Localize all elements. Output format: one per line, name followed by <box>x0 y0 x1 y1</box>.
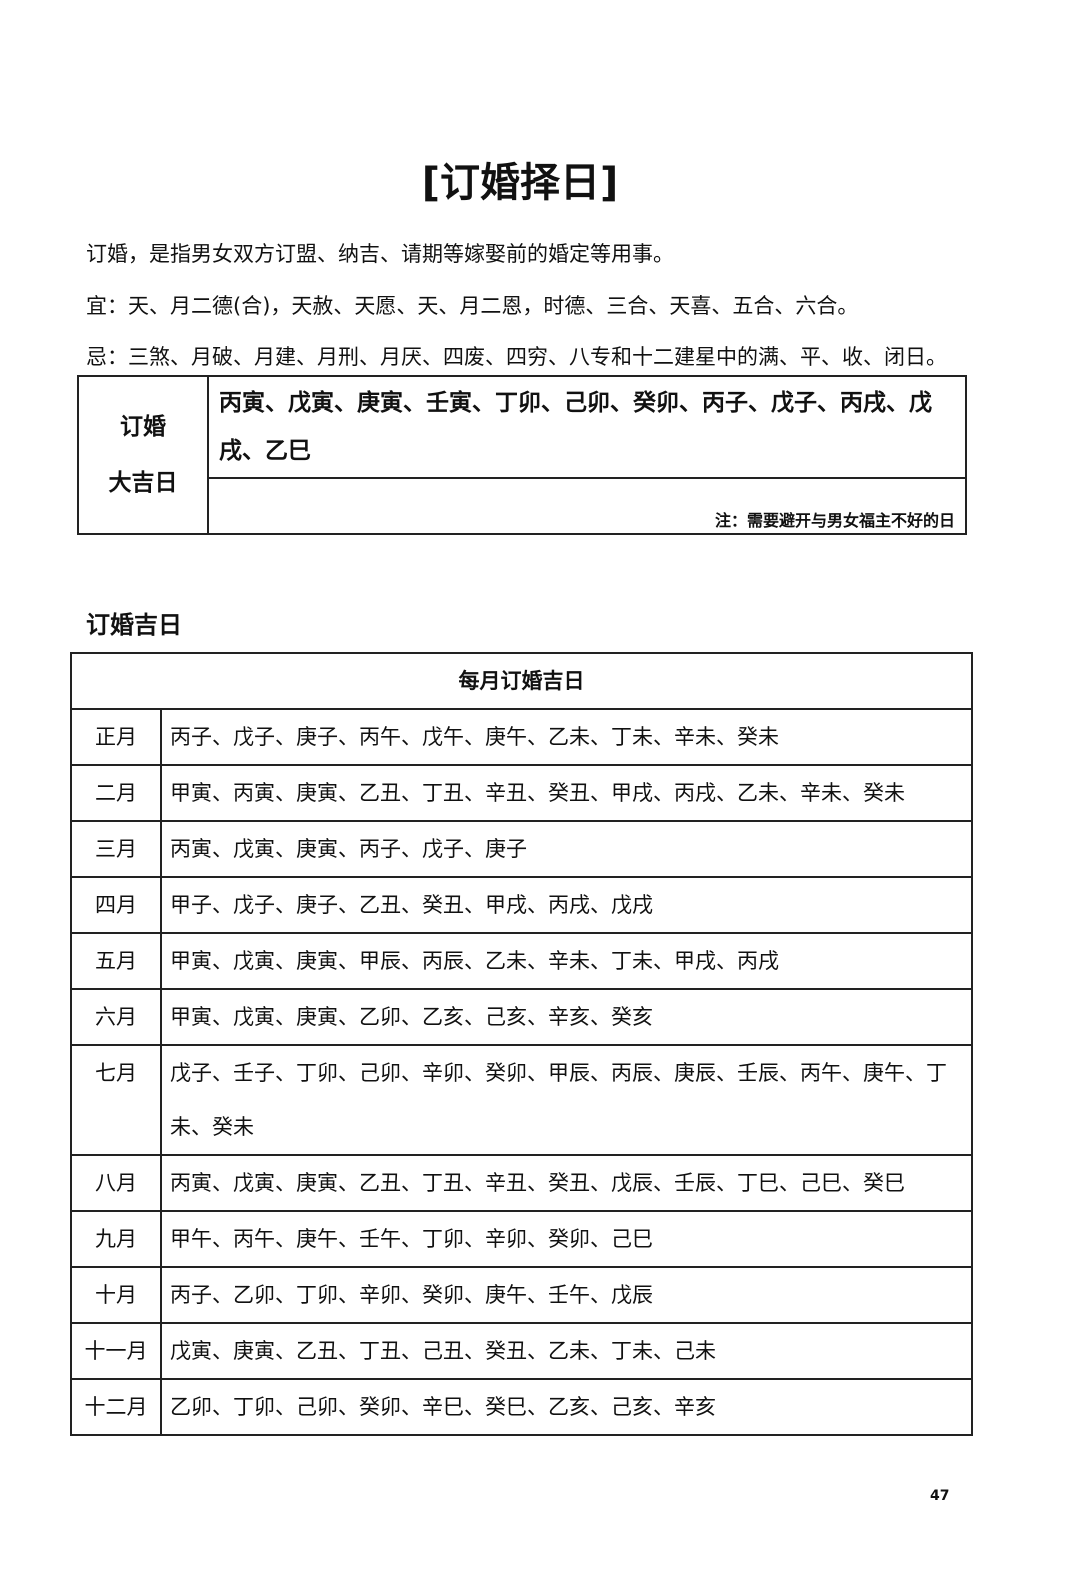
page-number: 47 <box>930 1488 950 1504</box>
month-cell: 十一月 <box>70 1322 162 1380</box>
month-cell: 九月 <box>70 1210 162 1268</box>
box-label-line: 订婚 <box>120 414 166 440</box>
month-cell: 正月 <box>70 708 162 766</box>
intro-line: 忌：三煞、月破、月建、月刑、月厌、四废、四穷、八专和十二建星中的满、平、收、闭日… <box>86 345 947 369</box>
days-cell: 甲寅、戊寅、庚寅、甲辰、丙辰、乙未、辛未、丁未、甲戌、丙戌 <box>160 932 973 990</box>
table-row: 六月 甲寅、戊寅、庚寅、乙卯、乙亥、己亥、辛亥、癸亥 <box>70 988 973 1046</box>
table-row: 四月 甲子、戊子、庚子、乙丑、癸丑、甲戌、丙戌、戊戌 <box>70 876 973 934</box>
intro-line: 宜：天、月二德(合)，天赦、天愿、天、月二恩，时德、三合、天喜、五合、六合。 <box>86 294 859 318</box>
days-cell: 丙子、戊子、庚子、丙午、戊午、庚午、乙未、丁未、辛未、癸未 <box>160 708 973 766</box>
days-cell: 甲寅、丙寅、庚寅、乙丑、丁丑、辛丑、癸丑、甲戌、丙戌、乙未、辛未、癸未 <box>160 764 973 822</box>
days-cell: 丙寅、戊寅、庚寅、乙丑、丁丑、辛丑、癸丑、戊辰、壬辰、丁巳、己巳、癸巳 <box>160 1154 973 1212</box>
page-title: [订婚择日] <box>421 160 619 206</box>
table-row: 八月 丙寅、戊寅、庚寅、乙丑、丁丑、辛丑、癸丑、戊辰、壬辰、丁巳、己巳、癸巳 <box>70 1154 973 1212</box>
month-table: 每月订婚吉日 正月 丙子、戊子、庚子、丙午、戊午、庚午、乙未、丁未、辛未、癸未 二月… <box>70 652 973 1436</box>
days-cell: 丙寅、戊寅、庚寅、丙子、戊子、庚子 <box>160 820 973 878</box>
box-days: 丙寅、戊寅、庚寅、壬寅、丁卯、己卯、癸卯、丙子、戊子、丙戌、戊戌、乙巳 <box>209 377 965 479</box>
month-cell: 十二月 <box>70 1378 162 1436</box>
table-row: 十一月 戊寅、庚寅、乙丑、丁丑、己丑、癸丑、乙未、丁未、己未 <box>70 1322 973 1380</box>
month-cell: 七月 <box>70 1044 162 1156</box>
box-label-line: 大吉日 <box>108 470 178 496</box>
table-header: 每月订婚吉日 <box>70 652 973 710</box>
month-cell: 十月 <box>70 1266 162 1324</box>
notice-box: 订婚 大吉日 丙寅、戊寅、庚寅、壬寅、丁卯、己卯、癸卯、丙子、戊子、丙戌、戊戌、… <box>77 375 967 535</box>
month-cell: 二月 <box>70 764 162 822</box>
days-cell: 戊子、壬子、丁卯、己卯、辛卯、癸卯、甲辰、丙辰、庚辰、壬辰、丙午、庚午、丁未、癸… <box>160 1044 973 1156</box>
days-cell: 丙子、乙卯、丁卯、辛卯、癸卯、庚午、壬午、戊辰 <box>160 1266 973 1324</box>
table-row: 九月 甲午、丙午、庚午、壬午、丁卯、辛卯、癸卯、己巳 <box>70 1210 973 1268</box>
month-cell: 五月 <box>70 932 162 990</box>
days-cell: 戊寅、庚寅、乙丑、丁丑、己丑、癸丑、乙未、丁未、己未 <box>160 1322 973 1380</box>
days-cell: 甲寅、戊寅、庚寅、乙卯、乙亥、己亥、辛亥、癸亥 <box>160 988 973 1046</box>
header-row: 每月订婚吉日 <box>70 652 973 710</box>
table-row: 十二月 乙卯、丁卯、己卯、癸卯、辛巳、癸巳、乙亥、己亥、辛亥 <box>70 1378 973 1436</box>
table-row: 正月 丙子、戊子、庚子、丙午、戊午、庚午、乙未、丁未、辛未、癸未 <box>70 708 973 766</box>
month-cell: 八月 <box>70 1154 162 1212</box>
table-row: 十月 丙子、乙卯、丁卯、辛卯、癸卯、庚午、壬午、戊辰 <box>70 1266 973 1324</box>
section-title: 订婚吉日 <box>86 611 182 639</box>
month-cell: 四月 <box>70 876 162 934</box>
table-row: 七月 戊子、壬子、丁卯、己卯、辛卯、癸卯、甲辰、丙辰、庚辰、壬辰、丙午、庚午、丁未… <box>70 1044 973 1156</box>
table-body: 每月订婚吉日 正月 丙子、戊子、庚子、丙午、戊午、庚午、乙未、丁未、辛未、癸未 二月… <box>70 652 973 1436</box>
days-cell: 甲午、丙午、庚午、壬午、丁卯、辛卯、癸卯、己巳 <box>160 1210 973 1268</box>
table-row: 五月 甲寅、戊寅、庚寅、甲辰、丙辰、乙未、辛未、丁未、甲戌、丙戌 <box>70 932 973 990</box>
month-cell: 六月 <box>70 988 162 1046</box>
days-cell: 乙卯、丁卯、己卯、癸卯、辛巳、癸巳、乙亥、己亥、辛亥 <box>160 1378 973 1436</box>
intro-line: 订婚，是指男女双方订盟、纳吉、请期等嫁娶前的婚定等用事。 <box>86 242 674 266</box>
table-row: 三月 丙寅、戊寅、庚寅、丙子、戊子、庚子 <box>70 820 973 878</box>
box-note: 注：需要避开与男女福主不好的日 <box>714 511 955 530</box>
days-cell: 甲子、戊子、庚子、乙丑、癸丑、甲戌、丙戌、戊戌 <box>160 876 973 934</box>
box-label: 订婚 大吉日 <box>79 377 209 533</box>
month-cell: 三月 <box>70 820 162 878</box>
table-row: 二月 甲寅、丙寅、庚寅、乙丑、丁丑、辛丑、癸丑、甲戌、丙戌、乙未、辛未、癸未 <box>70 764 973 822</box>
